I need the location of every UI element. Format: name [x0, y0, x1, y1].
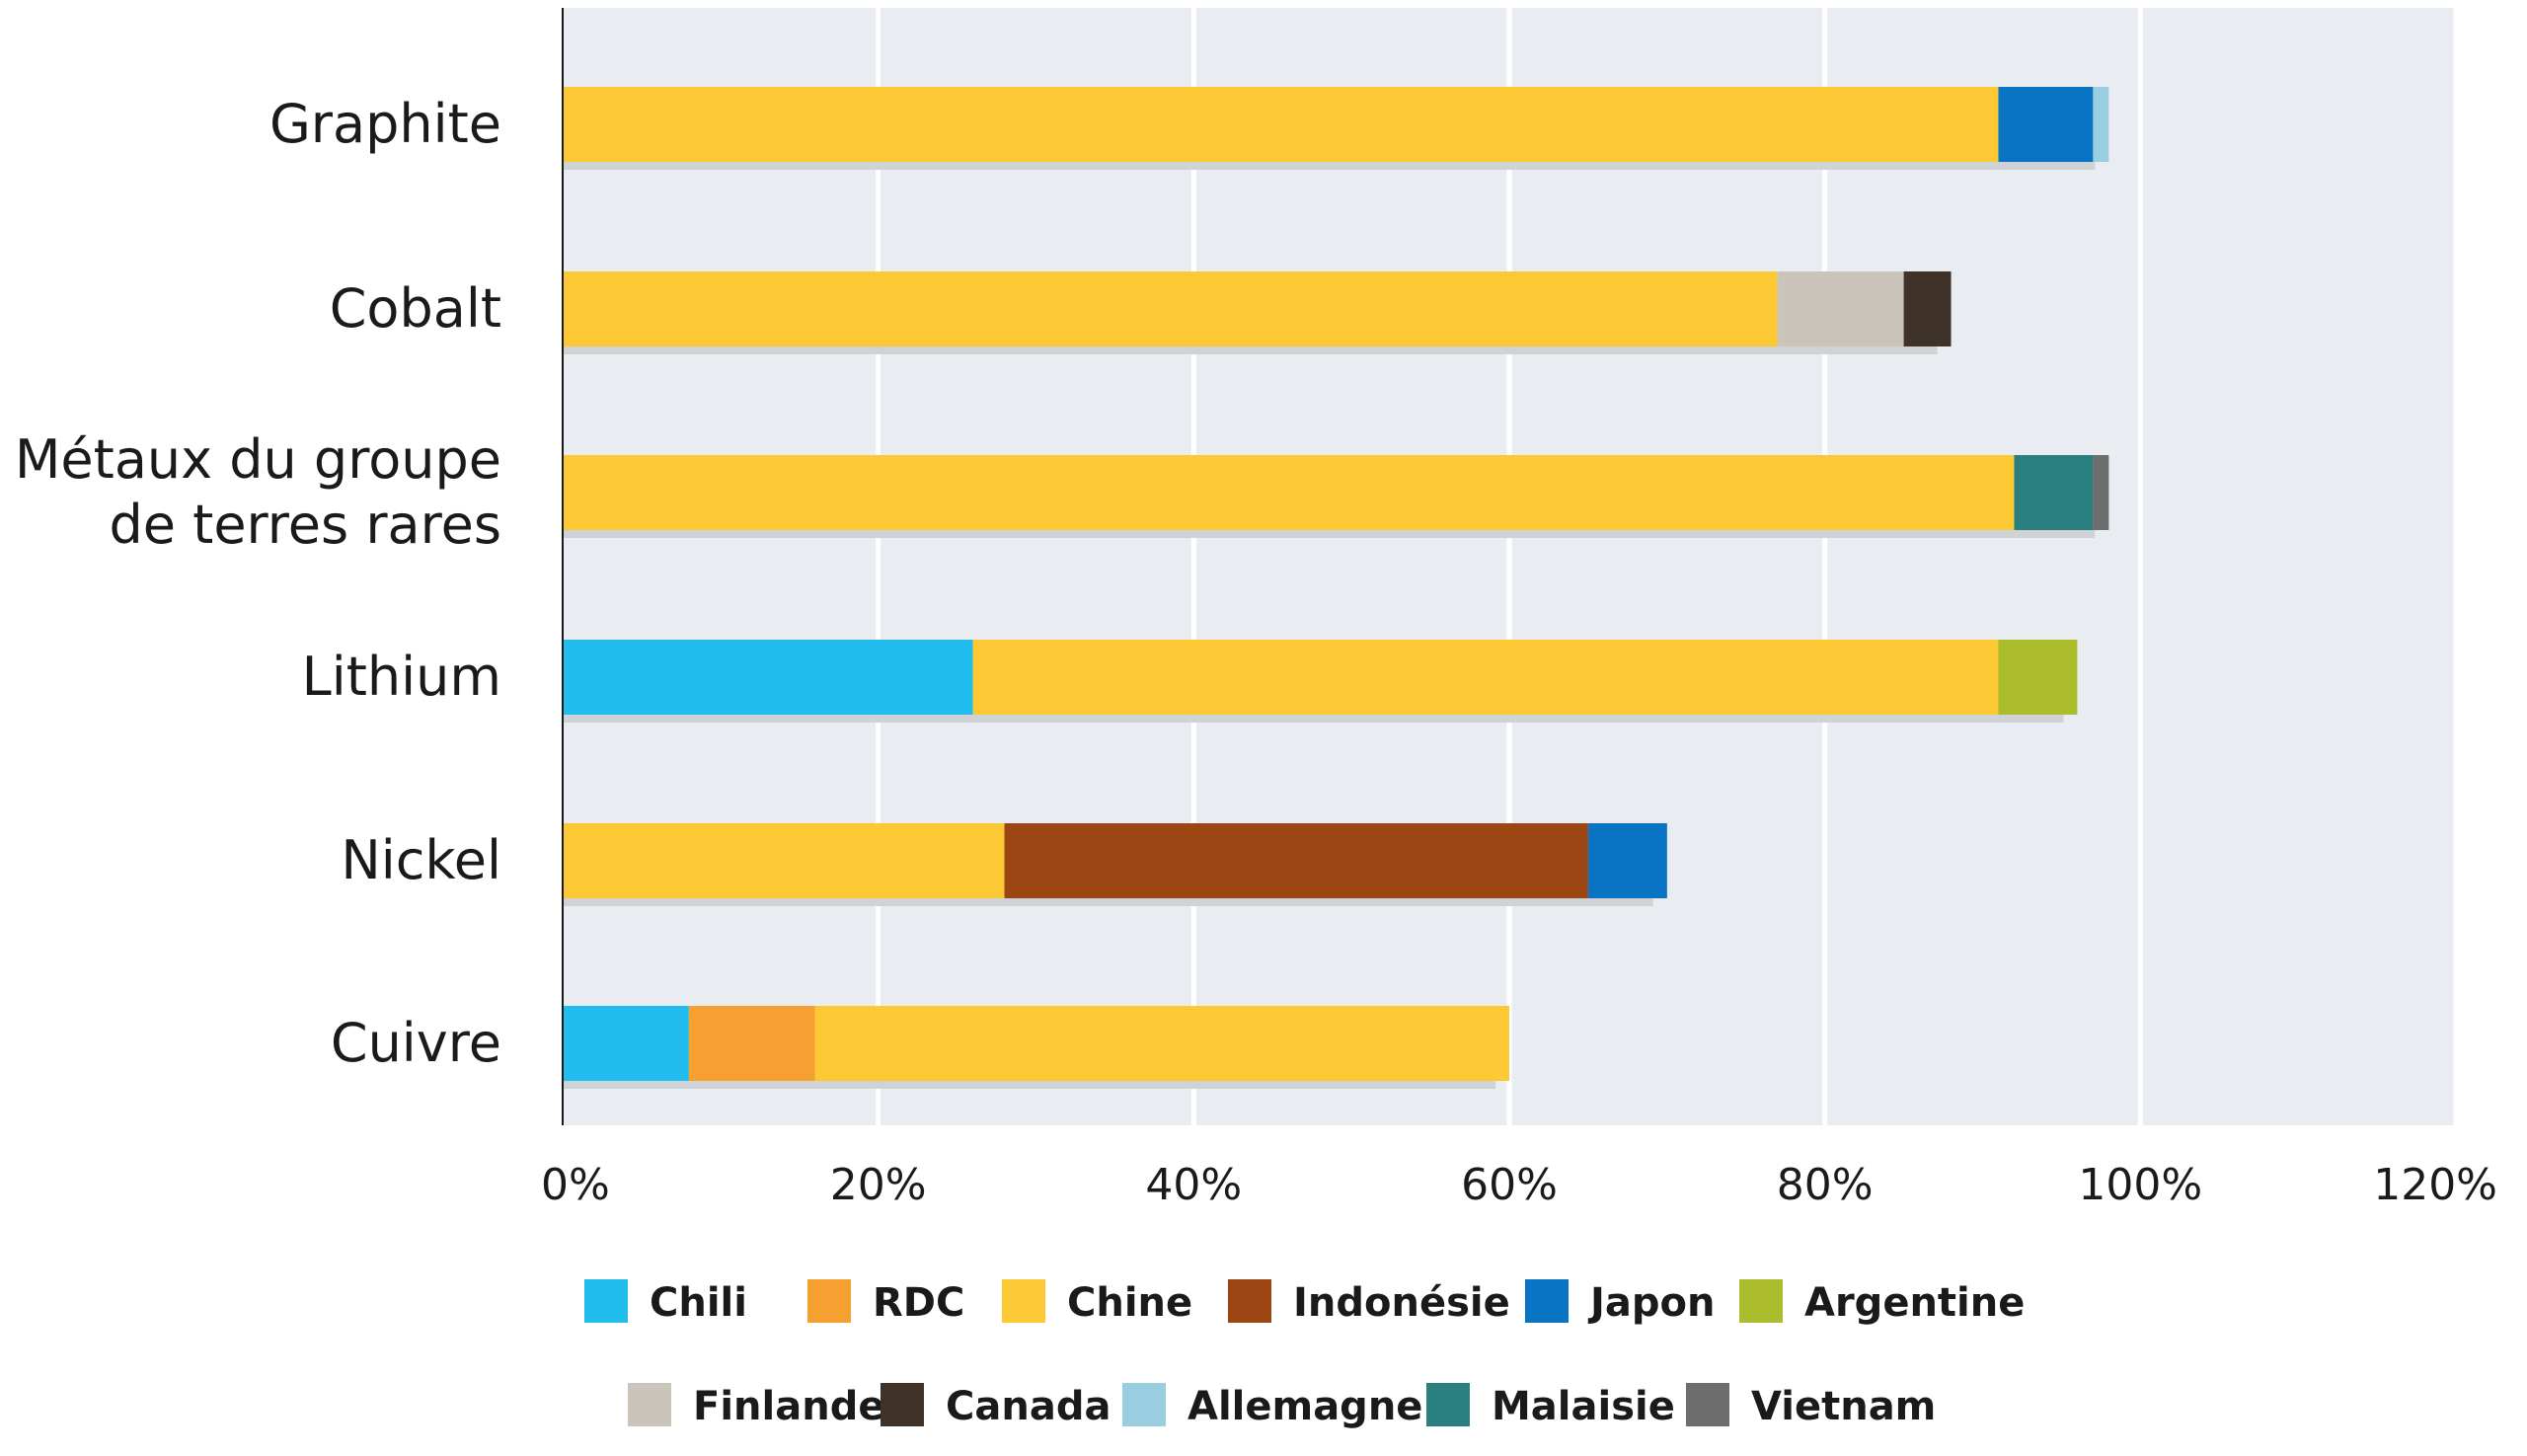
category-label: Cobalt — [330, 277, 501, 340]
legend-item: RDC — [807, 1279, 964, 1326]
bar-segment — [688, 1006, 815, 1081]
legend-item: Canada — [881, 1383, 1110, 1429]
legend-swatch — [807, 1279, 851, 1323]
x-tick-label: 60% — [1461, 1160, 1558, 1210]
bar-segment — [1998, 87, 2094, 162]
legend-item: Malaisie — [1426, 1383, 1675, 1429]
legend-label: Canada — [946, 1384, 1110, 1429]
legend-swatch — [881, 1383, 924, 1426]
legend-item: Finlande — [628, 1383, 884, 1429]
legend-swatch — [1686, 1383, 1729, 1426]
bar-segment — [1903, 271, 1952, 346]
x-tick-label: 0% — [541, 1160, 610, 1210]
legend-label: Malaisie — [1492, 1384, 1675, 1429]
bar-segment — [563, 87, 1999, 162]
bar-segment — [563, 640, 973, 715]
x-tick-labels: 0% 20% 40% 60% 80% 100% 120% — [541, 1160, 2497, 1210]
bar-segment — [1004, 823, 1588, 898]
legend-swatch — [1739, 1279, 1783, 1323]
legend-item: Japon — [1525, 1279, 1715, 1326]
bar-segment — [563, 1006, 689, 1081]
bar-segment — [563, 455, 2015, 530]
legend-label: Chine — [1067, 1280, 1192, 1326]
bar-segment — [563, 271, 1778, 346]
x-tick-label: 20% — [830, 1160, 927, 1210]
legend-item: Vietnam — [1686, 1383, 1936, 1429]
x-tick-label: 100% — [2078, 1160, 2202, 1210]
bar-segment — [2093, 87, 2109, 162]
category-label: Graphite — [269, 93, 501, 155]
x-tick-label: 40% — [1145, 1160, 1242, 1210]
legend-item: Indonésie — [1228, 1279, 1510, 1326]
bar-segment — [972, 640, 1999, 715]
legend: Chili RDC Chine Indonésie Japon Argentine Finl… — [584, 1279, 2025, 1429]
legend-swatch — [1122, 1383, 1166, 1426]
category-label: Nickel — [341, 829, 501, 891]
legend-item: Chili — [584, 1279, 747, 1326]
legend-swatch — [1426, 1383, 1470, 1426]
legend-swatch — [628, 1383, 671, 1426]
legend-label: Vietnam — [1751, 1384, 1936, 1429]
bars — [563, 87, 2109, 1089]
bar-segment — [2093, 455, 2109, 530]
legend-item: Chine — [1002, 1279, 1192, 1326]
legend-label: Finlande — [693, 1384, 884, 1429]
bar-segment — [563, 823, 1005, 898]
grid-lines — [876, 8, 2459, 1125]
category-label: Lithium — [302, 646, 501, 708]
category-label: Métaux du groupe de terres rares — [15, 428, 501, 556]
category-labels: Graphite Cobalt Métaux du groupe de terres … — [15, 93, 501, 1074]
legend-label: Chili — [650, 1280, 747, 1326]
bar-segment — [2014, 455, 2094, 530]
legend-item: Argentine — [1739, 1279, 2025, 1326]
bar-segment — [814, 1006, 1509, 1081]
legend-swatch — [1002, 1279, 1045, 1323]
bar-segment — [1587, 823, 1667, 898]
legend-label: Argentine — [1804, 1280, 2025, 1326]
x-tick-label: 80% — [1777, 1160, 1874, 1210]
legend-item: Allemagne — [1122, 1383, 1422, 1429]
bar-segment — [1777, 271, 1904, 346]
category-label: Cuivre — [331, 1012, 501, 1074]
bar-segment — [1998, 640, 2078, 715]
legend-label: Japon — [1587, 1280, 1715, 1326]
legend-swatch — [1525, 1279, 1569, 1323]
legend-swatch — [1228, 1279, 1271, 1323]
legend-label: RDC — [873, 1280, 964, 1326]
legend-label: Allemagne — [1187, 1384, 1422, 1429]
legend-swatch — [584, 1279, 628, 1323]
legend-label: Indonésie — [1293, 1280, 1510, 1326]
x-tick-label: 120% — [2373, 1160, 2497, 1210]
